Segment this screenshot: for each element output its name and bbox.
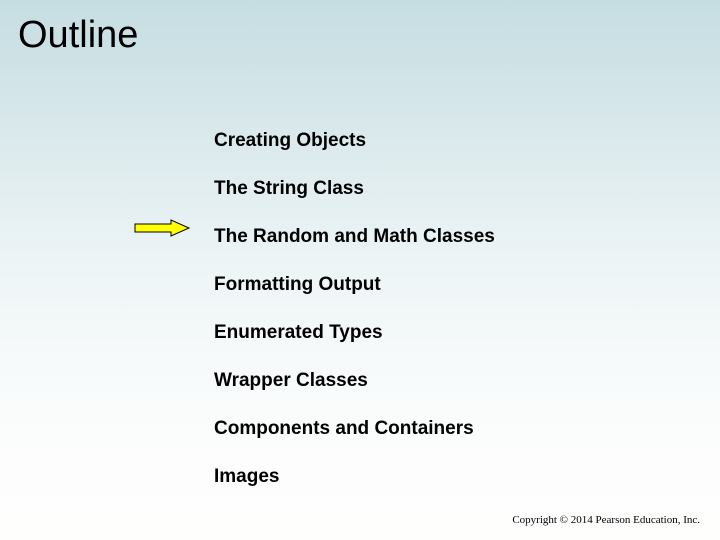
outline-item: Wrapper Classes [214, 370, 495, 392]
outline-item: Components and Containers [214, 418, 495, 440]
outline-item: The String Class [214, 178, 495, 200]
outline-item: Creating Objects [214, 130, 495, 152]
outline-item: Images [214, 466, 495, 488]
outline-item: The Random and Math Classes [214, 226, 495, 248]
outline-item: Enumerated Types [214, 322, 495, 344]
copyright-text: Copyright © 2014 Pearson Education, Inc. [512, 514, 700, 526]
outline-item: Formatting Output [214, 274, 495, 296]
outline-list: Creating Objects The String Class The Ra… [214, 130, 495, 514]
arrow-indicator [133, 218, 191, 238]
page-title: Outline [0, 0, 720, 57]
